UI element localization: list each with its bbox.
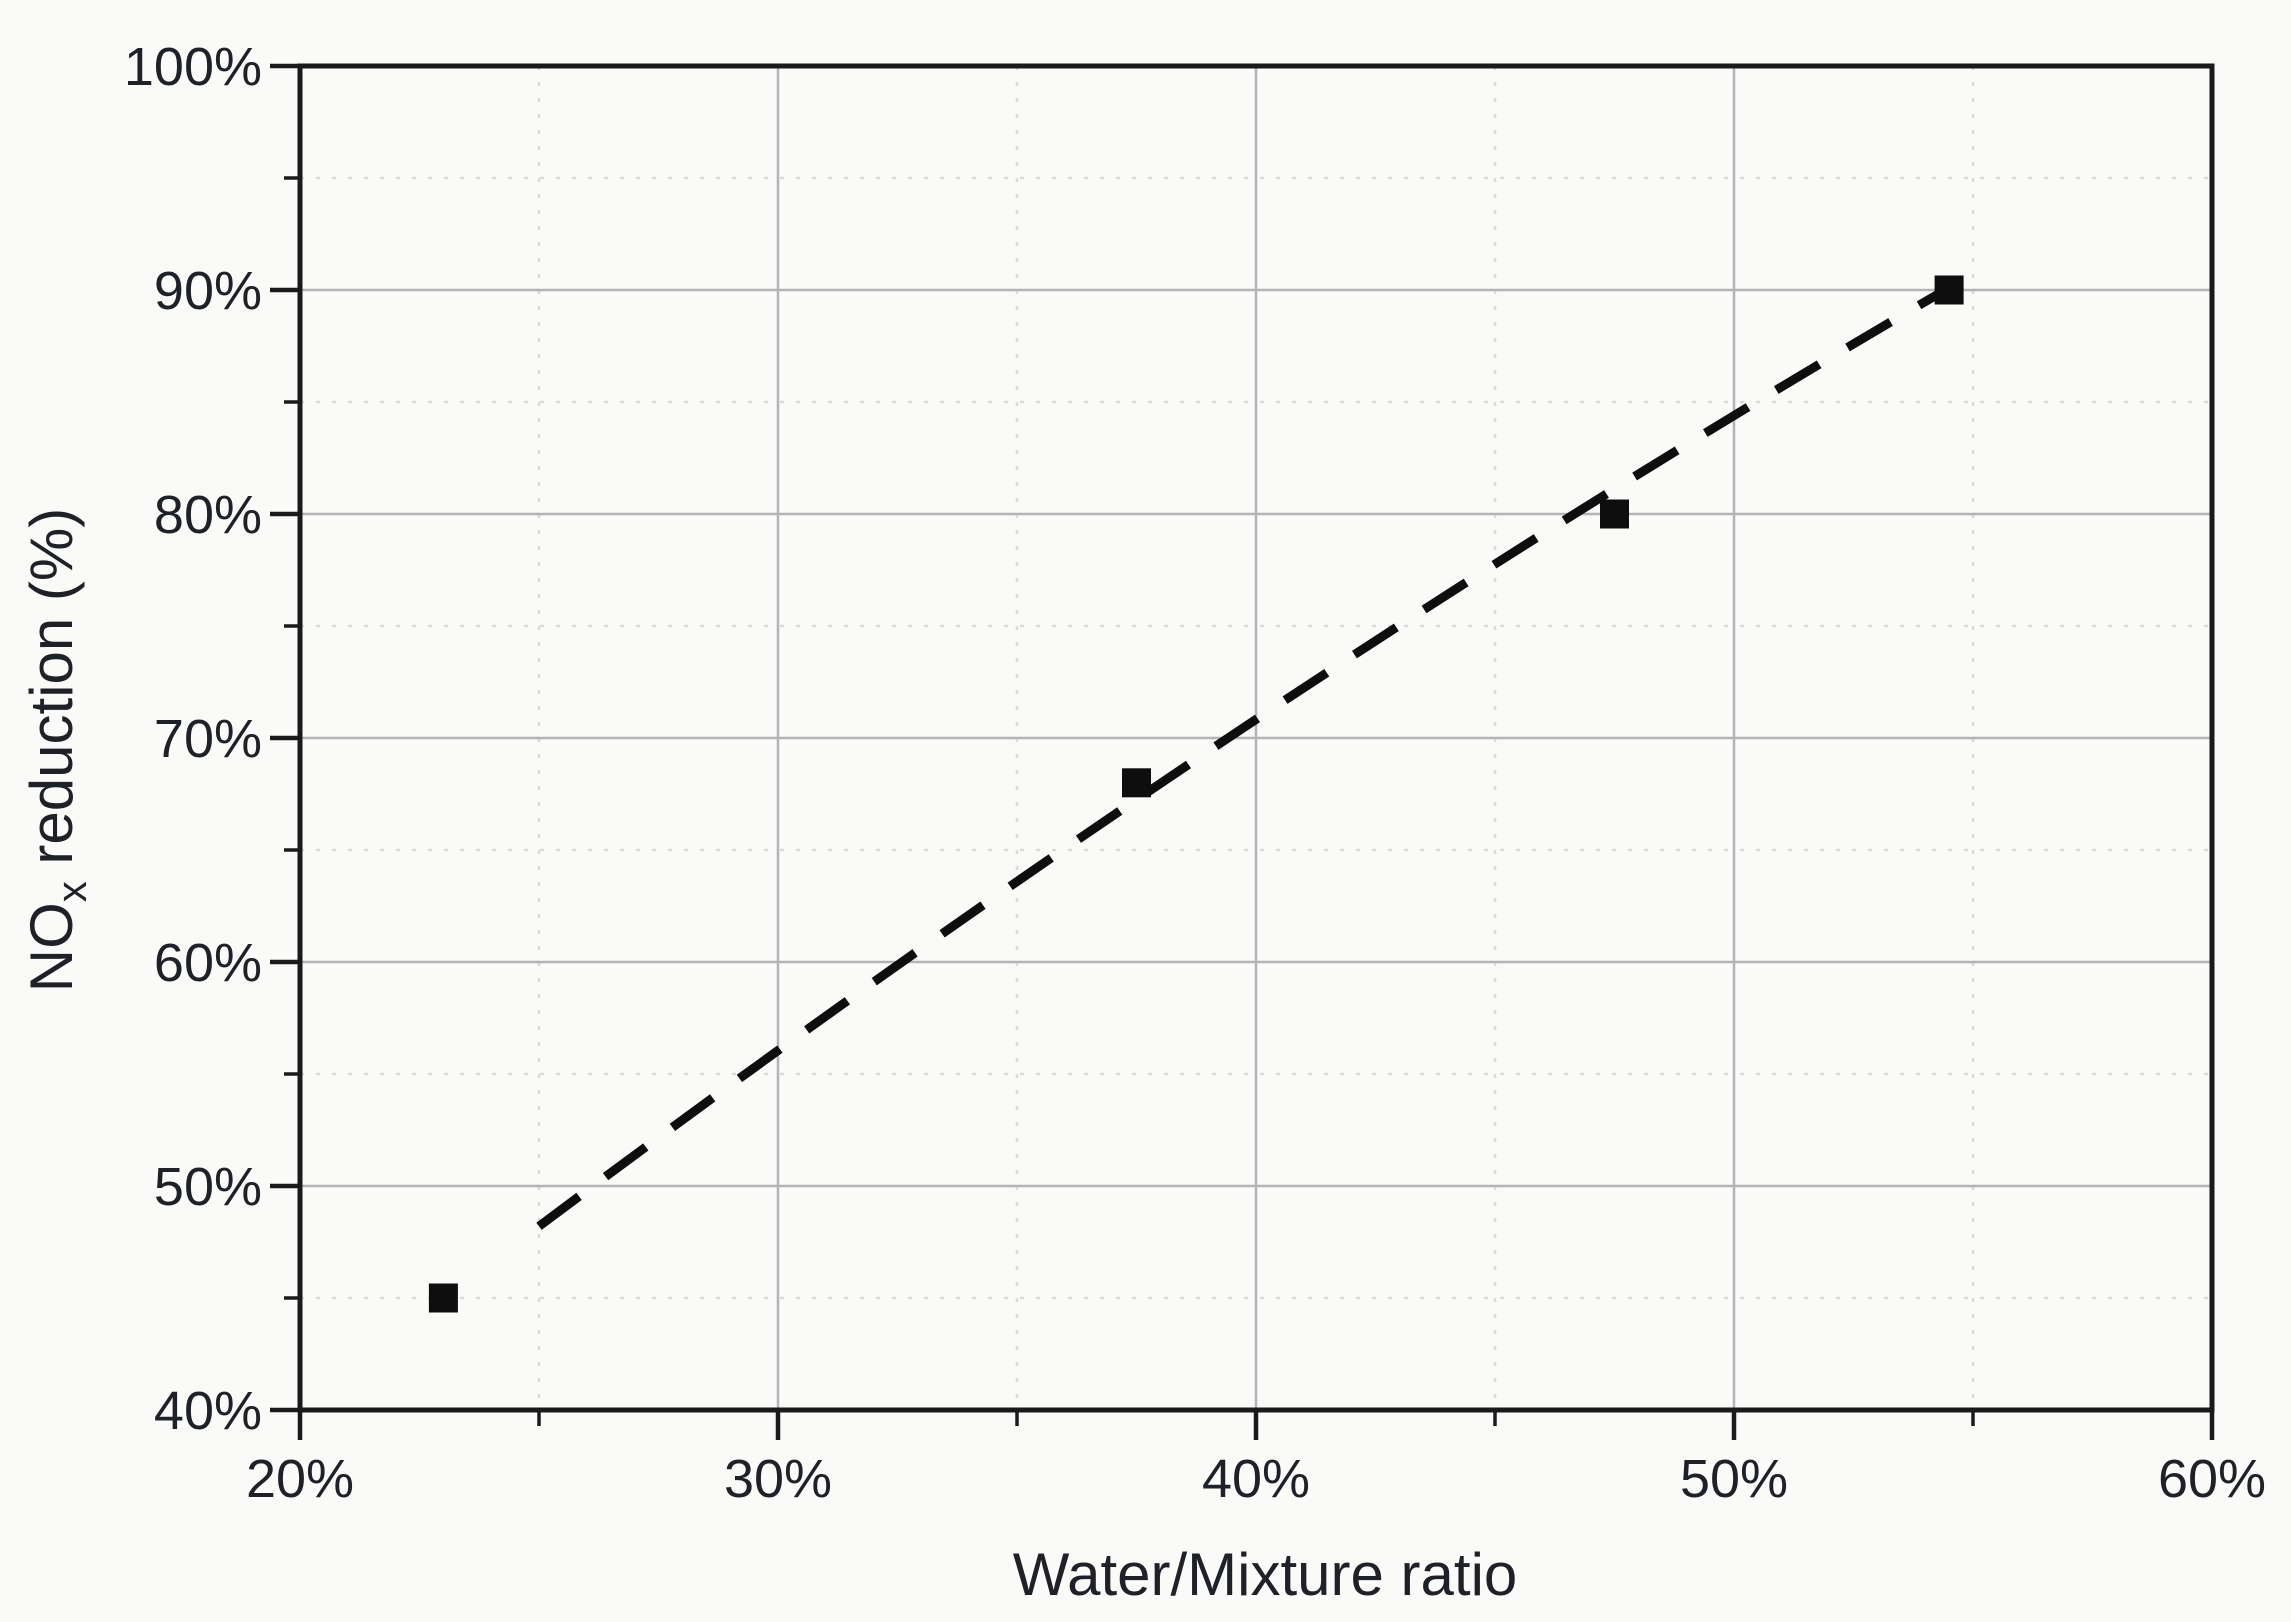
y-tick-label: 50%: [154, 1157, 262, 1217]
data-point-marker: [1934, 275, 1964, 305]
x-tick-label: 50%: [1680, 1449, 1788, 1509]
y-tick-label: 70%: [154, 709, 262, 769]
data-point-marker: [1122, 768, 1151, 798]
x-tick-label: 40%: [1202, 1449, 1310, 1509]
major-gridlines: [300, 66, 2212, 1410]
y-tick-label: 40%: [154, 1381, 262, 1441]
tick-marks: [270, 63, 2215, 1440]
data-point-marker: [1600, 499, 1629, 529]
y-axis-title: NOx reduction (%): [18, 508, 95, 992]
x-axis-title: Water/Mixture ratio: [1013, 1541, 1518, 1608]
data-points: [428, 275, 1964, 1313]
y-tick-label: 90%: [154, 261, 262, 321]
y-tick-labels: 40% 50% 60% 70% 80% 90% 100%: [124, 37, 262, 1441]
data-point-marker: [428, 1283, 458, 1313]
x-tick-label: 30%: [724, 1449, 832, 1509]
x-tick-label: 20%: [246, 1449, 354, 1509]
trendline-dashed: [536, 283, 1952, 1230]
y-tick-label: 60%: [154, 933, 262, 993]
x-tick-label: 60%: [2158, 1449, 2266, 1509]
y-tick-label: 100%: [124, 37, 262, 97]
x-tick-labels: 20% 30% 40% 50% 60%: [246, 1449, 2266, 1509]
y-tick-label: 80%: [154, 485, 262, 545]
